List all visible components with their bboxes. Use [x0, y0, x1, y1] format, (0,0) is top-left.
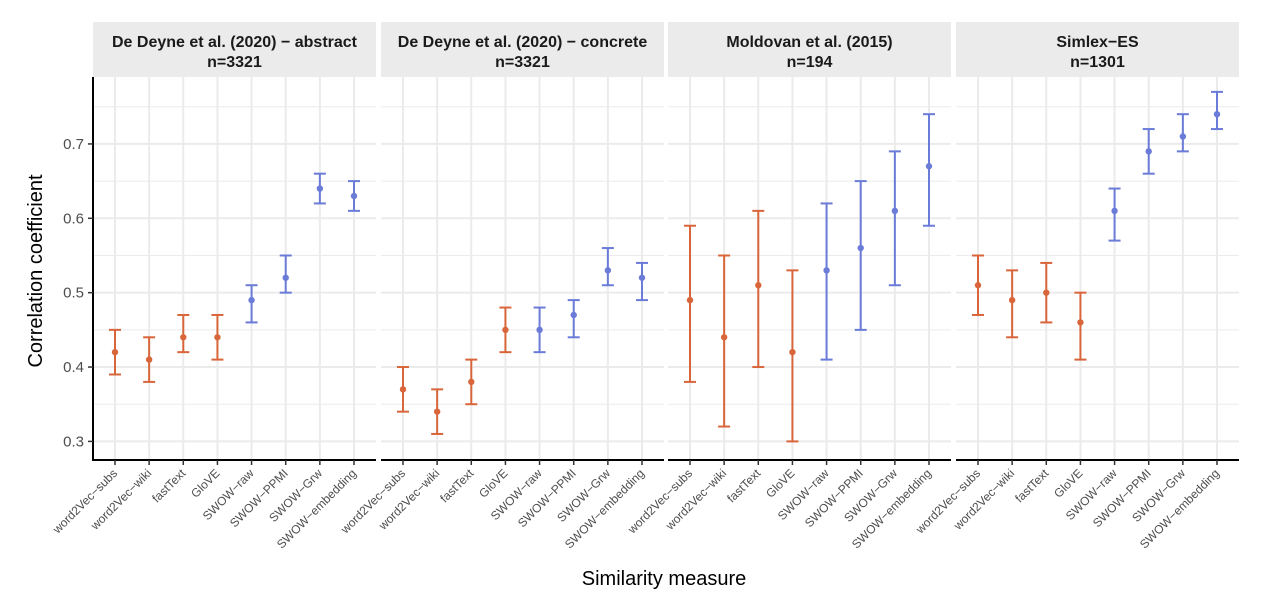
panel-title: Simlex−ES — [1056, 34, 1139, 51]
error-bar — [567, 299, 580, 339]
error-bar — [1142, 128, 1155, 175]
data-point — [823, 267, 830, 274]
data-point — [925, 163, 933, 170]
data-point — [468, 378, 475, 386]
error-bar — [1040, 261, 1053, 324]
data-point — [111, 348, 119, 356]
error-bar — [786, 269, 799, 443]
data-point — [755, 282, 762, 289]
data-point — [145, 356, 153, 363]
y-tick-label: 0.6 — [63, 210, 84, 227]
data-point — [1043, 289, 1050, 296]
data-point — [350, 192, 358, 200]
x-axis-title: Similarity measure — [582, 568, 746, 590]
panel-title: De Deyne et al. (2020) − concrete — [398, 34, 648, 51]
error-bar — [109, 328, 121, 376]
error-bar — [718, 254, 731, 428]
data-point — [1145, 148, 1152, 155]
error-bar — [211, 313, 224, 361]
data-point — [789, 348, 796, 356]
data-point — [1179, 133, 1187, 140]
y-axis-title: Correlation coefficient — [25, 174, 47, 368]
panel-strip — [956, 22, 1239, 77]
panel-strip — [668, 22, 951, 77]
panel-strip — [381, 22, 664, 77]
error-bar — [972, 254, 984, 316]
error-bar — [854, 180, 867, 331]
error-bar — [143, 336, 156, 383]
error-bar — [1108, 187, 1121, 242]
data-point — [857, 244, 864, 252]
data-point — [536, 326, 543, 334]
error-bar — [888, 150, 901, 287]
data-point — [1111, 207, 1118, 215]
data-point — [686, 296, 694, 304]
error-bar — [431, 388, 444, 435]
y-tick-label: 0.7 — [63, 136, 84, 153]
error-bar — [923, 113, 935, 227]
panel-n: n=1301 — [1070, 54, 1125, 71]
panel-n: n=3321 — [495, 54, 550, 71]
error-bar — [1211, 90, 1223, 131]
error-bar — [313, 172, 326, 205]
data-point — [974, 282, 982, 289]
data-point — [282, 274, 289, 281]
error-bar — [1006, 269, 1019, 339]
error-bar — [684, 224, 696, 383]
panel-title: De Deyne et al. (2020) − abstract — [112, 34, 358, 51]
error-bar — [397, 366, 409, 413]
error-bar — [348, 180, 360, 212]
data-point — [502, 326, 509, 334]
data-point — [570, 311, 577, 319]
data-point — [248, 296, 255, 304]
error-bar — [177, 313, 190, 354]
data-point — [399, 386, 407, 393]
y-tick-label: 0.3 — [63, 433, 84, 450]
error-bar — [1074, 291, 1087, 361]
data-point — [638, 274, 646, 281]
error-bar — [465, 358, 478, 406]
data-point — [891, 207, 899, 215]
data-point — [1008, 296, 1016, 304]
error-bar — [820, 202, 833, 361]
error-bar — [499, 306, 512, 354]
y-tick-label: 0.4 — [63, 359, 84, 376]
data-point — [1077, 319, 1084, 326]
error-bar — [245, 284, 258, 324]
error-bar — [636, 261, 648, 302]
data-point — [316, 185, 324, 192]
error-bar — [752, 209, 765, 369]
error-bar — [533, 306, 546, 354]
error-bar — [1176, 113, 1189, 153]
data-point — [720, 334, 728, 341]
data-point — [1213, 110, 1221, 118]
data-point — [214, 334, 221, 341]
panel-n: n=194 — [787, 54, 833, 71]
error-bar — [601, 247, 614, 287]
data-point — [433, 408, 441, 415]
panel-strip — [93, 22, 376, 77]
data-point — [180, 334, 187, 341]
error-bar — [279, 254, 292, 294]
panel-title: Moldovan et al. (2015) — [726, 34, 892, 51]
data-point — [604, 267, 612, 274]
panel-n: n=3321 — [207, 54, 262, 71]
y-tick-label: 0.5 — [63, 285, 84, 302]
